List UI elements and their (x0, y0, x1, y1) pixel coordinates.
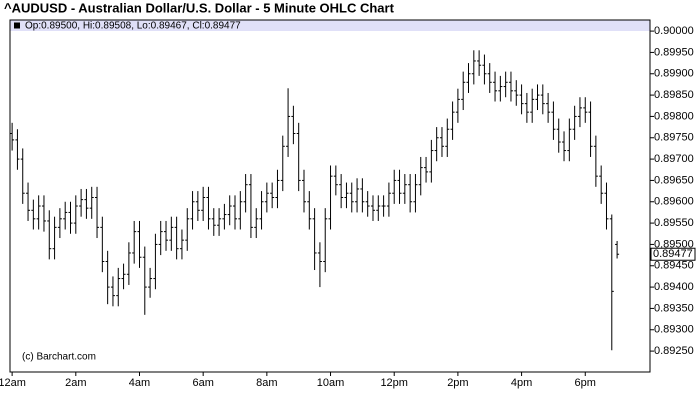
y-tick-label: 0.89600 (654, 196, 694, 208)
y-tick-label: 0.89950 (654, 46, 694, 58)
x-tick-label: 2pm (447, 377, 468, 389)
x-tick-label: 8am (256, 377, 277, 389)
x-tick-label: 4pm (511, 377, 532, 389)
x-tick-label: 2am (65, 377, 86, 389)
x-tick-label: 6pm (575, 377, 596, 389)
y-tick-label: 0.89750 (654, 132, 694, 144)
y-tick-label: 0.89300 (654, 324, 694, 336)
y-tick-label: 0.89250 (654, 345, 694, 357)
y-tick-label: 0.89450 (654, 260, 694, 272)
y-tick-label: 0.89650 (654, 174, 694, 186)
y-tick-label: 0.89500 (654, 238, 694, 250)
y-tick-label: 0.89550 (654, 217, 694, 229)
ohlc-readout: Op:0.89500, Hi:0.89508, Lo:0.89467, Cl:0… (25, 21, 241, 32)
x-tick-label: 6am (192, 377, 213, 389)
y-tick-label: 0.89400 (654, 281, 694, 293)
y-tick-label: 0.89800 (654, 110, 694, 122)
credit: (c) Barchart.com (22, 352, 96, 363)
y-tick-label: 0.89350 (654, 302, 694, 314)
chart-title: ^AUDUSD - Australian Dollar/U.S. Dollar … (4, 0, 395, 15)
last-price-label: 0.89477 (653, 248, 693, 260)
header-band (10, 20, 650, 31)
x-tick-label: 10am (317, 377, 345, 389)
x-tick-label: 12am (0, 377, 26, 389)
x-tick-label: 12pm (380, 377, 408, 389)
y-tick-label: 0.89700 (654, 153, 694, 165)
y-tick-label: 0.89850 (654, 89, 694, 101)
x-tick-label: 4am (129, 377, 150, 389)
y-tick-label: 0.89900 (654, 68, 694, 80)
last-price-box (650, 247, 696, 261)
header-icon (14, 22, 20, 29)
y-tick-label: 0.90000 (654, 25, 694, 37)
plot-frame (9, 19, 651, 373)
